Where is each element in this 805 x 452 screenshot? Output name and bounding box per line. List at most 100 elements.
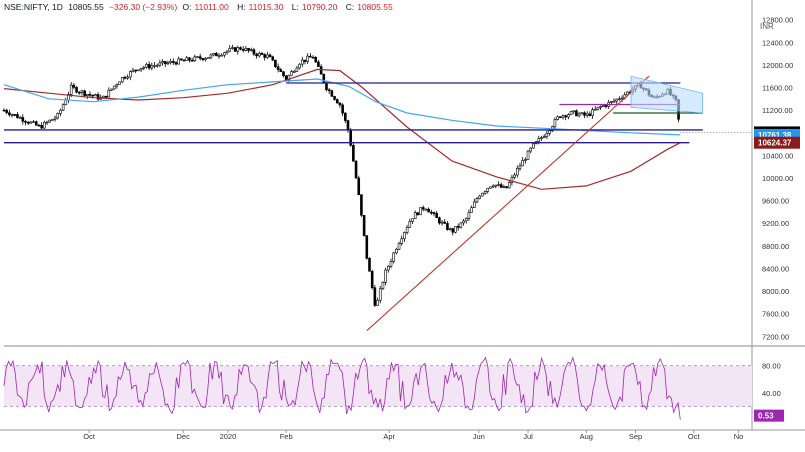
candle-body	[378, 288, 382, 301]
candle-body	[268, 54, 272, 58]
candle-body	[432, 212, 436, 214]
y-tick-label: 7600.00	[762, 310, 789, 319]
x-tick-label: 2020	[220, 432, 237, 441]
candle-body	[486, 187, 490, 192]
candle-body	[150, 65, 154, 69]
rsi-tick-label: 80.00	[762, 362, 781, 371]
candle-body	[459, 222, 463, 228]
rsi-badge	[754, 409, 784, 422]
candle-body	[540, 137, 543, 139]
candle-body	[341, 104, 344, 114]
candle-body	[317, 61, 320, 67]
x-tick-label: Apr	[383, 432, 395, 441]
candle-body	[40, 124, 43, 129]
candle-body	[387, 265, 390, 271]
x-tick-label: No	[734, 432, 744, 441]
candle-body	[365, 235, 369, 259]
price-badge	[754, 136, 800, 149]
candle-body	[494, 184, 498, 187]
candle-body	[357, 177, 361, 195]
x-tick-label: Jul	[523, 432, 533, 441]
x-tick-label: Oct	[83, 432, 96, 441]
ma-long-line	[3, 68, 681, 190]
candle-body	[75, 87, 78, 93]
candle-body	[601, 105, 605, 107]
candle-body	[376, 299, 379, 306]
candle-body	[45, 121, 49, 124]
candle-body	[352, 145, 355, 162]
chart-header: NSE:NIFTY, 1D 10805.55 −326.30 (−2.93%) …	[4, 2, 399, 12]
candle-body	[392, 252, 395, 262]
candle-body	[166, 62, 170, 65]
candle-body	[215, 52, 218, 57]
candle-body	[430, 211, 433, 214]
candle-body	[384, 269, 387, 283]
candle-body	[408, 221, 412, 228]
candle-body	[507, 182, 511, 189]
candle-body	[83, 90, 86, 96]
last-price: 10805.55	[68, 2, 104, 12]
candle-body	[513, 174, 516, 178]
candle-body	[416, 212, 420, 216]
candle-body	[104, 95, 108, 98]
candle-body	[561, 115, 565, 118]
candle-body	[443, 221, 447, 224]
candle-body	[118, 81, 121, 85]
ohlc-low: L: 10790.20	[291, 2, 338, 12]
candle-body	[583, 112, 586, 116]
candle-body	[440, 221, 444, 224]
candle-body	[61, 104, 65, 111]
candle-body	[263, 54, 266, 58]
y-tick-label: 8400.00	[762, 264, 789, 273]
candle-body	[244, 48, 248, 51]
candle-body	[373, 287, 377, 306]
candle-body	[333, 96, 336, 100]
candle-body	[526, 150, 530, 160]
candle-body	[155, 64, 159, 67]
candle-body	[247, 48, 250, 51]
y-tick-label: 12000.00	[762, 61, 793, 70]
ohlc-close: C: 10805.55	[345, 2, 393, 12]
candle-body	[131, 69, 135, 72]
candle-body	[43, 122, 46, 129]
candle-body	[290, 71, 293, 76]
candle-body	[206, 57, 210, 59]
candle-body	[236, 47, 240, 52]
candle-body	[217, 55, 221, 57]
rsi-badge-label: 0.53	[758, 412, 774, 421]
y-tick-label: 11600.00	[762, 84, 793, 93]
candle-body	[115, 84, 119, 87]
rsi-tick-label: 40.00	[762, 389, 781, 398]
candle-body	[435, 213, 438, 218]
candle-body	[8, 112, 11, 116]
candle-body	[330, 90, 334, 97]
candle-body	[489, 186, 492, 189]
candle-body	[279, 69, 283, 72]
candle-body	[34, 121, 38, 126]
candle-body	[502, 186, 506, 188]
candle-body	[591, 109, 594, 116]
candle-body	[145, 64, 148, 68]
price-badge-label: 10761.38	[758, 131, 792, 140]
rsi-line	[3, 356, 681, 420]
candle-body	[478, 195, 481, 199]
candle-body	[163, 61, 167, 65]
channel-shape	[630, 75, 704, 114]
candle-body	[190, 59, 194, 62]
candle-body	[483, 191, 487, 194]
candle-body	[24, 121, 27, 123]
candle-body	[239, 47, 242, 50]
candle-body	[21, 117, 25, 122]
candle-body	[542, 136, 546, 139]
candle-body	[201, 58, 205, 60]
candle-body	[86, 94, 89, 96]
candle-body	[107, 89, 111, 98]
candle-body	[182, 59, 186, 62]
candle-body	[137, 69, 140, 72]
candle-body	[572, 110, 576, 113]
candle-body	[56, 113, 60, 119]
candle-body	[558, 116, 562, 119]
candle-body	[295, 67, 299, 72]
candle-body	[510, 176, 514, 183]
